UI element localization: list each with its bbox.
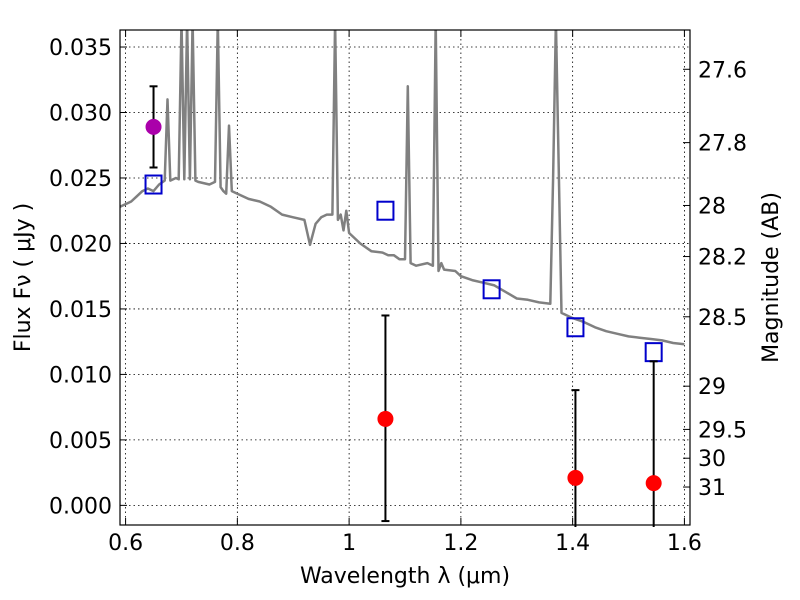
spectrum-group bbox=[120, 30, 685, 346]
right-tick-label: 27.8 bbox=[698, 132, 747, 157]
spectrum-line bbox=[120, 30, 685, 346]
model-square bbox=[644, 342, 663, 363]
model-square bbox=[482, 279, 501, 300]
model-square bbox=[376, 200, 395, 221]
model-square bbox=[566, 317, 585, 338]
right-tick-label: 27.6 bbox=[698, 58, 747, 83]
plot-frame bbox=[119, 29, 691, 526]
y-tick-label: 0.035 bbox=[49, 36, 112, 61]
right-tick-label: 30 bbox=[698, 447, 726, 472]
y-tick-label: 0.015 bbox=[49, 298, 112, 323]
data-point bbox=[567, 469, 584, 486]
data-point bbox=[145, 118, 162, 135]
x-tick-label: 1 bbox=[342, 531, 356, 556]
right-tick-label: 29.5 bbox=[698, 418, 747, 443]
x-tick-label: 0.6 bbox=[108, 531, 143, 556]
grid-layer bbox=[120, 30, 690, 525]
data-point bbox=[645, 475, 662, 492]
x-tick-label: 0.8 bbox=[220, 531, 255, 556]
y-tick-label: 0.000 bbox=[49, 494, 112, 519]
right-tick-label: 31 bbox=[698, 476, 726, 501]
x-tick-label: 1.4 bbox=[555, 531, 590, 556]
right-tick-label: 28 bbox=[698, 194, 726, 219]
data-point bbox=[377, 410, 394, 427]
y-tick-label: 0.030 bbox=[49, 102, 112, 127]
model-square bbox=[144, 174, 163, 195]
tick-layer: 0.6 0.8 1 1.2 1.4 1.6 0.000 0.005 0.010 0.015 0.02… bbox=[49, 30, 747, 556]
x-tick-label: 1.6 bbox=[667, 531, 702, 556]
x-tick-label: 1.2 bbox=[443, 531, 478, 556]
right-axis-title: Magnitude (AB) bbox=[759, 192, 784, 363]
right-tick-label: 29 bbox=[698, 375, 726, 400]
y-tick-label: 0.025 bbox=[49, 167, 112, 192]
right-tick-label: 28.2 bbox=[698, 246, 747, 271]
y-tick-label: 0.010 bbox=[49, 363, 112, 388]
right-tick-label: 28.5 bbox=[698, 306, 747, 331]
y-tick-label: 0.005 bbox=[49, 429, 112, 454]
y-tick-label: 0.020 bbox=[49, 232, 112, 257]
series-layer bbox=[120, 30, 685, 527]
y-axis-title: Flux Fν ( μJy ) bbox=[11, 203, 36, 352]
x-axis-title: Wavelength λ (μm) bbox=[300, 564, 510, 589]
